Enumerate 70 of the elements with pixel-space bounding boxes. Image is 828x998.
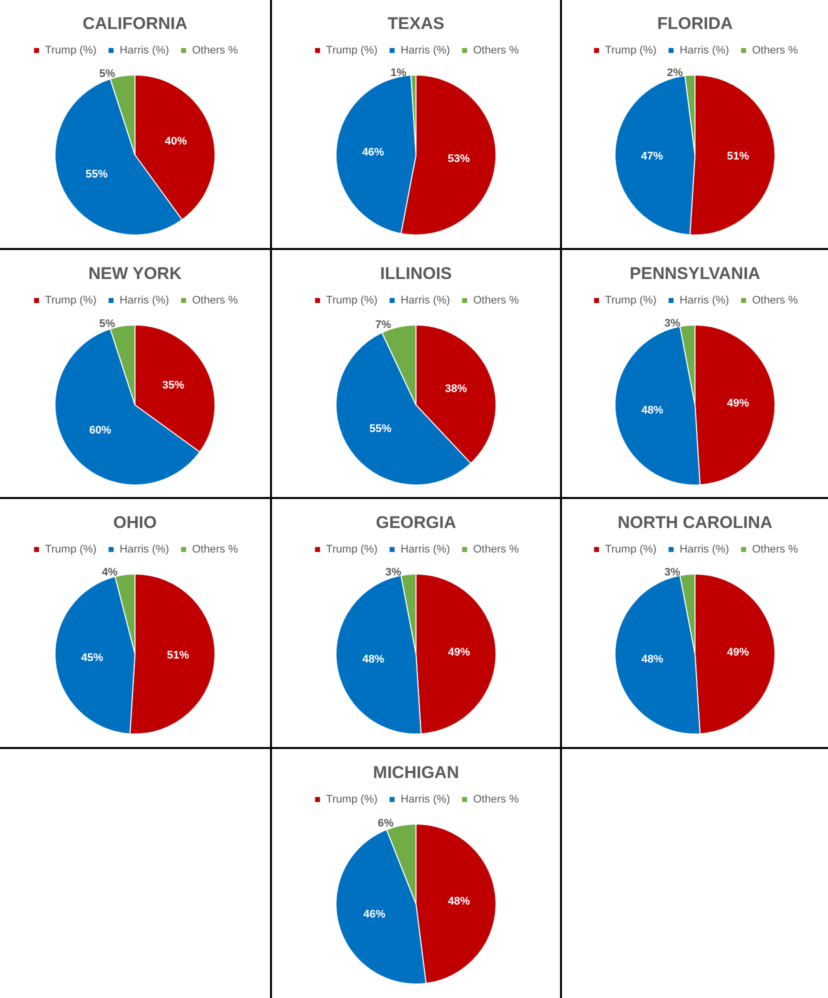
legend-label: Harris (%) [400,294,450,306]
data-label: 48% [641,653,664,666]
data-label: 55% [86,168,108,181]
data-label: 2% [666,67,684,80]
chart-title: GEORGIA [376,513,456,532]
data-label: 7% [375,318,392,330]
data-label: 5% [99,318,116,330]
legend-label: Trump (%) [326,544,378,556]
legend-label: Trump (%) [605,294,657,306]
legend-label: Others % [192,294,238,306]
legend-label: Others % [752,294,798,306]
legend-label: Others % [752,44,798,56]
data-label: 4% [102,566,118,579]
legend-label: Others % [473,544,520,556]
chart-title: ILLINOIS [380,264,452,282]
data-label: 45% [81,652,104,664]
data-label: 51% [726,150,750,162]
data-label: 49% [726,397,750,410]
legend-label: Trump (%) [326,294,378,306]
legend-label: Harris (%) [680,544,730,556]
legend-label: Harris (%) [120,294,170,306]
legend-label: Harris (%) [680,44,730,56]
data-label: 46% [362,146,384,158]
chart-title: MICHIGAN [373,762,459,782]
legend-label: Others % [473,793,520,805]
chart-title: NEW YORK [88,264,182,282]
data-label: 40% [164,136,188,148]
legend-label: Harris (%) [400,544,450,556]
chart-title: TEXAS [388,14,444,33]
data-label: 49% [448,646,470,659]
legend-label: Harris (%) [120,544,170,556]
data-label: 1% [390,67,407,80]
data-label: 5% [99,68,116,80]
legend-label: Others % [192,544,238,556]
chart-title: OHIO [113,513,157,532]
data-label: 6% [378,816,394,829]
data-label: 48% [641,404,664,416]
legend-label: Trump (%) [45,544,97,556]
chart-title: CALIFORNIA [82,14,188,33]
data-label: 3% [664,566,680,578]
legend-label: Harris (%) [120,44,170,56]
chart-title: NORTH CAROLINA [618,513,772,532]
data-label: 47% [641,150,664,162]
data-label: 55% [369,422,392,435]
data-label: 48% [362,653,385,666]
data-label: 60% [89,424,112,436]
legend-label: Trump (%) [605,44,657,56]
data-label: 3% [385,566,402,578]
legend-label: Others % [473,294,520,306]
legend-label: Others % [192,44,238,56]
legend-label: Harris (%) [400,44,450,56]
legend-label: Others % [752,544,798,556]
legend-label: Trump (%) [605,544,657,556]
legend-label: Trump (%) [326,793,378,805]
data-label: 3% [664,316,680,329]
legend-label: Harris (%) [680,294,730,306]
legend-label: Trump (%) [45,294,97,306]
data-label: 38% [444,382,468,395]
data-label: 49% [726,646,750,659]
data-label: 53% [448,153,470,166]
chart-title: FLORIDA [657,14,733,33]
data-label: 51% [166,649,190,662]
legend-label: Trump (%) [326,44,378,56]
legend-label: Trump (%) [45,44,97,56]
legend-label: Others % [473,44,520,56]
data-label: 48% [448,894,470,907]
chart-title: PENNSYLVANIA [630,264,760,282]
data-label: 46% [363,908,386,920]
data-label: 35% [162,378,185,391]
legend-label: Harris (%) [400,793,450,805]
